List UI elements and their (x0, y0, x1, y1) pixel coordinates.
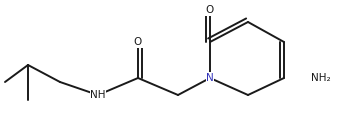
Text: N: N (206, 73, 214, 83)
Text: O: O (134, 37, 142, 47)
Text: NH: NH (90, 90, 106, 100)
Text: NH₂: NH₂ (311, 73, 331, 83)
Text: O: O (206, 5, 214, 15)
